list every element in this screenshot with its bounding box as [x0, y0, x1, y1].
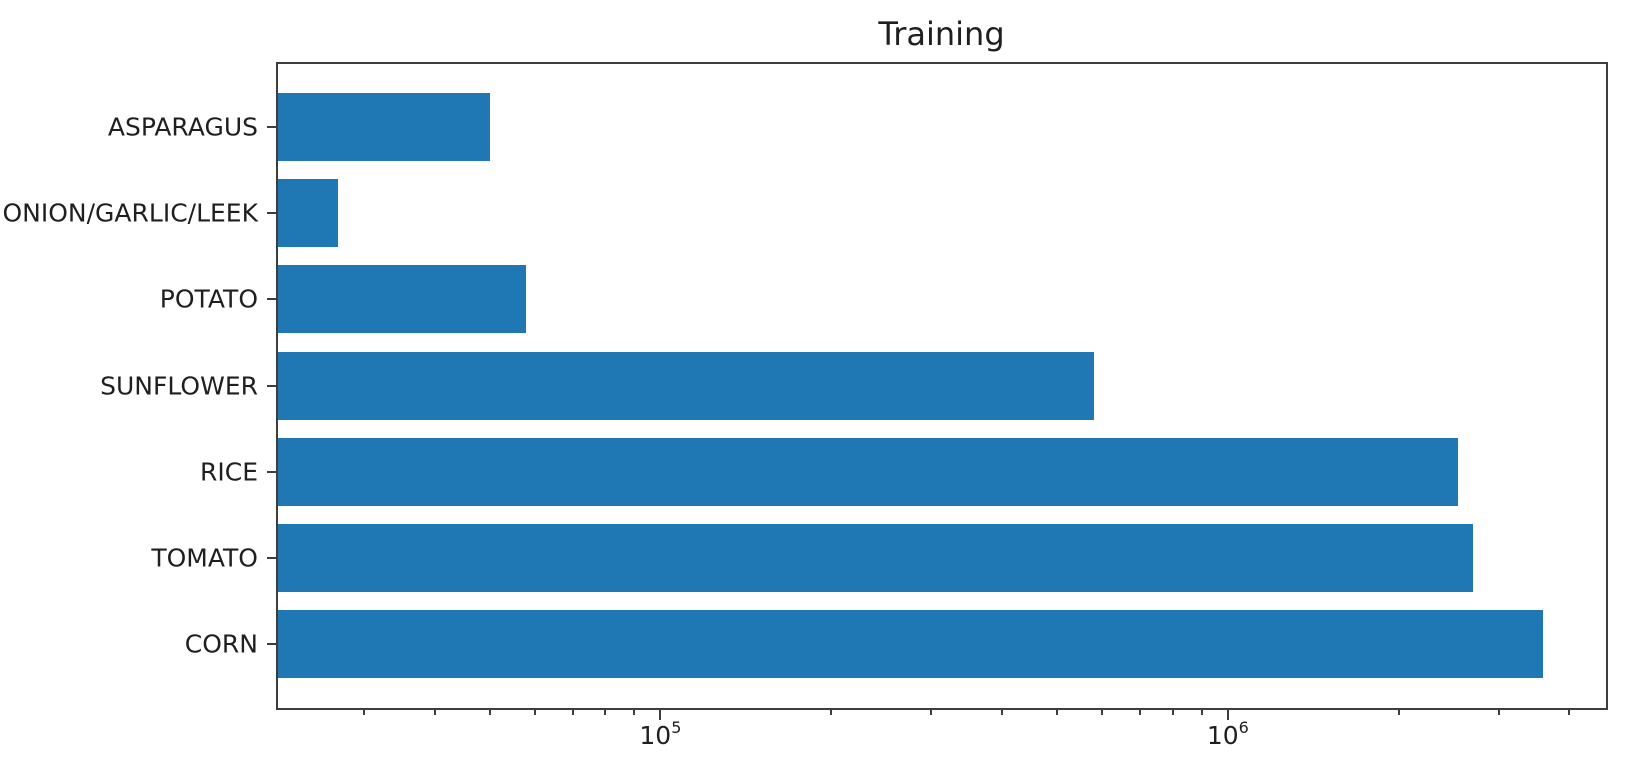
y-tick-label: TOMATO: [151, 543, 258, 573]
y-tick: [267, 125, 277, 128]
x-major-tick: [1226, 708, 1229, 720]
x-minor-tick: [1200, 708, 1203, 715]
bar: [278, 92, 490, 161]
x-tick-label: 106: [1206, 718, 1249, 750]
y-tick-label: SUNFLOWER: [100, 371, 258, 400]
bar: [278, 179, 338, 248]
x-minor-tick: [930, 708, 933, 715]
x-minor-tick: [433, 708, 436, 715]
y-tick: [267, 556, 277, 559]
x-major-tick: [659, 708, 662, 720]
x-minor-tick: [1568, 708, 1571, 715]
x-minor-tick: [1171, 708, 1174, 715]
x-minor-tick: [533, 708, 536, 715]
x-minor-tick: [1001, 708, 1004, 715]
y-tick-label: POTATO: [159, 284, 258, 314]
x-tick-label-exponent: 6: [1238, 718, 1249, 737]
bar: [278, 351, 1094, 420]
y-tick: [267, 298, 277, 301]
bar: [278, 265, 527, 334]
y-tick: [267, 470, 277, 473]
y-tick: [267, 212, 277, 215]
chart-title: Training: [878, 15, 1005, 53]
x-minor-tick: [488, 708, 491, 715]
x-tick-label-base: 10: [639, 721, 672, 750]
x-minor-tick: [571, 708, 574, 715]
x-minor-tick: [362, 708, 365, 715]
x-tick-label-base: 10: [1206, 721, 1239, 750]
bar: [278, 523, 1473, 592]
bar: [278, 437, 1459, 506]
y-tick: [267, 643, 277, 646]
y-tick-label: CORN: [184, 629, 258, 659]
y-tick-label: RICE: [200, 457, 258, 487]
y-tick-label: ONION/GARLIC/LEEK: [2, 198, 259, 228]
x-minor-tick: [1397, 708, 1400, 715]
x-minor-tick: [604, 708, 607, 715]
x-tick-label-exponent: 5: [671, 718, 682, 737]
x-minor-tick: [1138, 708, 1141, 715]
x-minor-tick: [1100, 708, 1103, 715]
y-tick-label: ASPARAGUS: [107, 112, 258, 142]
y-tick: [267, 384, 277, 387]
x-minor-tick: [1056, 708, 1058, 715]
x-minor-tick: [1497, 708, 1500, 715]
x-tick-label: 105: [639, 718, 682, 750]
bar: [278, 610, 1544, 679]
x-minor-tick: [633, 708, 636, 715]
x-minor-tick: [830, 708, 833, 715]
plot-area: [276, 62, 1608, 710]
